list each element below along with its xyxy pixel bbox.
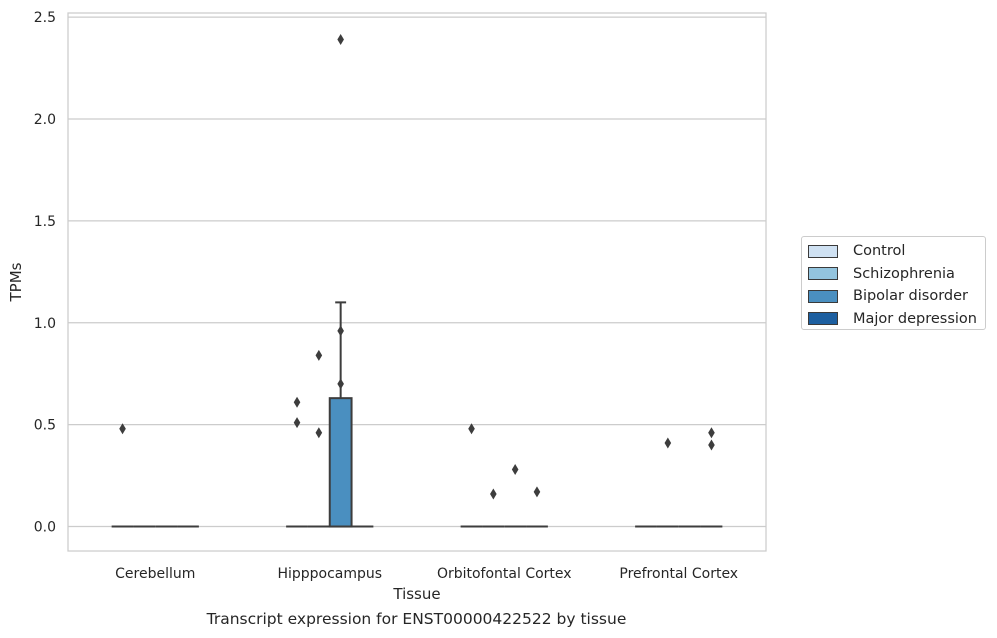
y-tick-label: 2.0 bbox=[34, 112, 56, 128]
legend-item-schizophrenia: Schizophrenia bbox=[808, 263, 985, 286]
plot-area-frame bbox=[67, 12, 767, 552]
legend-label: Control bbox=[853, 243, 906, 260]
y-tick-label: 0.0 bbox=[34, 520, 56, 536]
legend-label: Major depression bbox=[853, 310, 977, 327]
outlier-point bbox=[119, 423, 126, 435]
outlier-point bbox=[293, 417, 301, 429]
y-tick-label: 2.5 bbox=[34, 10, 56, 26]
outlier-point bbox=[511, 463, 519, 475]
x-tick-label: Orbitofontal Cortex bbox=[437, 566, 572, 582]
grid-lines bbox=[68, 16, 766, 528]
x-tick-label: Cerebellum bbox=[115, 566, 195, 582]
legend-swatch bbox=[808, 312, 838, 326]
outlier-point bbox=[490, 488, 497, 500]
box bbox=[328, 397, 353, 528]
y-tick-label: 1.0 bbox=[34, 316, 56, 332]
outlier-point bbox=[315, 427, 323, 439]
outlier-point bbox=[708, 427, 715, 439]
y-axis-label: TPMs bbox=[7, 262, 25, 302]
outlier-point bbox=[337, 33, 344, 45]
outlier-point bbox=[468, 423, 475, 435]
legend-item-major-depression: Major depression bbox=[808, 308, 985, 331]
outlier-point bbox=[533, 486, 541, 498]
x-tick-label: Hipppocampus bbox=[277, 566, 382, 582]
y-tick-labels: 0.0 0.5 1.0 1.5 2.0 2.5 bbox=[34, 10, 56, 535]
x-axis-label: Tissue bbox=[392, 585, 440, 603]
legend-swatch bbox=[808, 244, 838, 258]
outlier-point bbox=[337, 325, 344, 337]
boxes bbox=[111, 301, 723, 528]
chart-caption: Transcript expression for ENST0000042252… bbox=[206, 610, 627, 628]
legend-label: Bipolar disorder bbox=[853, 288, 968, 305]
x-tick-labels: Cerebellum Hipppocampus Orbitofontal Corte… bbox=[115, 566, 738, 582]
outlier-point bbox=[293, 396, 301, 408]
legend-item-bipolar-disorder: Bipolar disorder bbox=[808, 285, 985, 308]
y-tick-label: 1.5 bbox=[34, 214, 56, 230]
y-tick-label: 0.5 bbox=[34, 418, 56, 434]
legend-swatch bbox=[808, 289, 838, 303]
x-tick-label: Prefrontal Cortex bbox=[619, 566, 738, 582]
outlier-point bbox=[337, 378, 344, 390]
outlier-point bbox=[315, 349, 323, 361]
legend: Control Schizophrenia Bipolar disorder M… bbox=[801, 236, 986, 330]
legend-item-control: Control bbox=[808, 240, 985, 263]
legend-swatch bbox=[808, 267, 838, 281]
outlier-points bbox=[119, 33, 715, 500]
outlier-point bbox=[664, 437, 672, 449]
legend-label: Schizophrenia bbox=[853, 265, 955, 282]
outlier-point bbox=[708, 439, 715, 451]
